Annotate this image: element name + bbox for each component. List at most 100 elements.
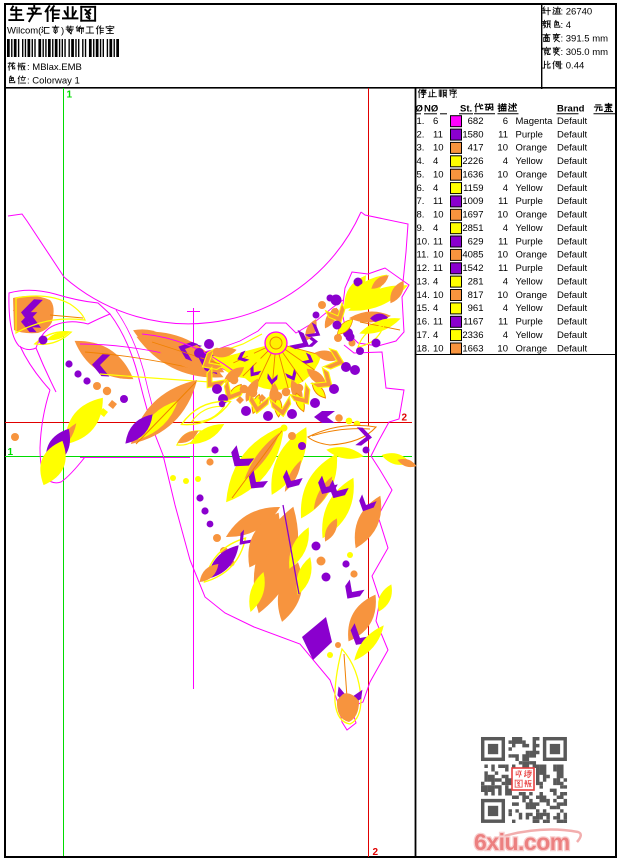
svg-text:10: 10: [433, 250, 444, 261]
svg-text:4: 4: [433, 303, 438, 314]
svg-text:Yellow: Yellow: [516, 276, 543, 287]
svg-text:Default: Default: [557, 330, 587, 341]
svg-text:10: 10: [433, 343, 444, 354]
svg-text:10: 10: [433, 210, 444, 221]
svg-text:2: 2: [373, 847, 379, 858]
svg-text:Orange: Orange: [516, 250, 548, 261]
svg-text:17.: 17.: [417, 330, 430, 341]
svg-text:281: 281: [468, 276, 484, 287]
svg-text:1697: 1697: [462, 210, 483, 221]
svg-text:Orange: Orange: [516, 143, 548, 154]
svg-text:16.: 16.: [417, 317, 430, 328]
svg-text:Ø: Ø: [416, 104, 423, 115]
svg-text:8.: 8.: [417, 210, 425, 221]
svg-text:St.: St.: [460, 104, 472, 115]
svg-text:15.: 15.: [417, 303, 430, 314]
svg-text:2: 2: [402, 413, 408, 424]
svg-text:4: 4: [433, 276, 438, 287]
svg-text:Orange: Orange: [516, 290, 548, 301]
svg-text:: 4: : 4: [561, 20, 572, 31]
svg-text:Default: Default: [557, 183, 587, 194]
svg-text:Orange: Orange: [516, 343, 548, 354]
svg-text:Default: Default: [557, 116, 587, 127]
svg-text:10: 10: [497, 343, 508, 354]
svg-text:1009: 1009: [462, 196, 483, 207]
svg-text:1167: 1167: [463, 317, 483, 328]
svg-text:5.: 5.: [417, 169, 425, 180]
svg-text:Default: Default: [557, 317, 587, 328]
svg-text:11: 11: [433, 263, 443, 274]
svg-text:Purple: Purple: [516, 317, 543, 328]
svg-text:Default: Default: [557, 196, 587, 207]
svg-text:Yellow: Yellow: [516, 183, 543, 194]
svg-text:Default: Default: [557, 129, 587, 140]
svg-text:9.: 9.: [417, 223, 425, 234]
svg-text:10.: 10.: [417, 236, 430, 247]
svg-text:11: 11: [433, 129, 443, 140]
svg-text:2226: 2226: [462, 156, 483, 167]
svg-text:6.: 6.: [417, 183, 425, 194]
svg-text:961: 961: [468, 303, 484, 314]
svg-text:Yellow: Yellow: [516, 303, 543, 314]
svg-text:6: 6: [503, 116, 508, 127]
svg-text:Wilcom(: Wilcom(: [7, 26, 42, 37]
svg-text:4: 4: [503, 183, 508, 194]
svg-text:Purple: Purple: [516, 196, 543, 207]
svg-text:: 305.0 mm: : 305.0 mm: [561, 47, 609, 58]
svg-text:: 26740: : 26740: [561, 6, 593, 17]
svg-text:Yellow: Yellow: [516, 156, 543, 167]
svg-text:Default: Default: [557, 290, 587, 301]
svg-text:10: 10: [497, 143, 508, 154]
svg-text:13.: 13.: [417, 276, 430, 287]
svg-text:: 391.5 mm: : 391.5 mm: [561, 33, 609, 44]
svg-text:Default: Default: [557, 236, 587, 247]
svg-text:4: 4: [503, 303, 508, 314]
svg-text:4: 4: [503, 276, 508, 287]
svg-text:629: 629: [468, 236, 484, 247]
svg-text:Orange: Orange: [516, 169, 548, 180]
svg-text:Magenta: Magenta: [516, 116, 554, 127]
svg-text:4.: 4.: [417, 156, 425, 167]
svg-text:Yellow: Yellow: [516, 223, 543, 234]
svg-text:11: 11: [498, 196, 508, 207]
svg-text:4: 4: [433, 330, 438, 341]
svg-text:10: 10: [433, 290, 444, 301]
svg-text:11: 11: [433, 236, 443, 247]
svg-text:Default: Default: [557, 210, 587, 221]
svg-text:12.: 12.: [417, 263, 430, 274]
svg-text:10: 10: [497, 290, 508, 301]
svg-text:Default: Default: [557, 250, 587, 261]
svg-text:817: 817: [468, 290, 484, 301]
svg-text::: :: [455, 90, 458, 101]
svg-text:1: 1: [8, 447, 14, 458]
svg-text:2336: 2336: [462, 330, 483, 341]
svg-text:: MBlax.EMB: : MBlax.EMB: [27, 62, 82, 73]
svg-text:1159: 1159: [463, 183, 483, 194]
svg-text:: 0.44: : 0.44: [561, 60, 585, 71]
svg-text:Default: Default: [557, 303, 587, 314]
svg-text:1580: 1580: [462, 129, 483, 140]
svg-text:Yellow: Yellow: [516, 330, 543, 341]
svg-text:6xiu.com: 6xiu.com: [474, 829, 570, 855]
svg-text:11: 11: [498, 263, 508, 274]
svg-text:3.: 3.: [417, 143, 425, 154]
svg-text:4: 4: [503, 330, 508, 341]
svg-text:: Colorway 1: : Colorway 1: [27, 76, 80, 87]
svg-text:11: 11: [498, 129, 508, 140]
svg-text:4: 4: [503, 223, 508, 234]
svg-text:4085: 4085: [462, 250, 483, 261]
svg-text:NØ: NØ: [424, 104, 438, 115]
svg-text:7.: 7.: [417, 196, 425, 207]
svg-text:4: 4: [433, 183, 438, 194]
svg-text:Default: Default: [557, 169, 587, 180]
svg-text:Purple: Purple: [516, 129, 543, 140]
svg-text:6: 6: [433, 116, 438, 127]
svg-text:4: 4: [433, 223, 438, 234]
svg-text:Brand: Brand: [557, 104, 585, 115]
svg-text:11: 11: [498, 317, 508, 328]
svg-text:1: 1: [67, 90, 73, 101]
svg-text:10: 10: [497, 169, 508, 180]
svg-text:10: 10: [433, 143, 444, 154]
svg-text:18.: 18.: [417, 343, 430, 354]
svg-text:11.: 11.: [417, 250, 430, 261]
